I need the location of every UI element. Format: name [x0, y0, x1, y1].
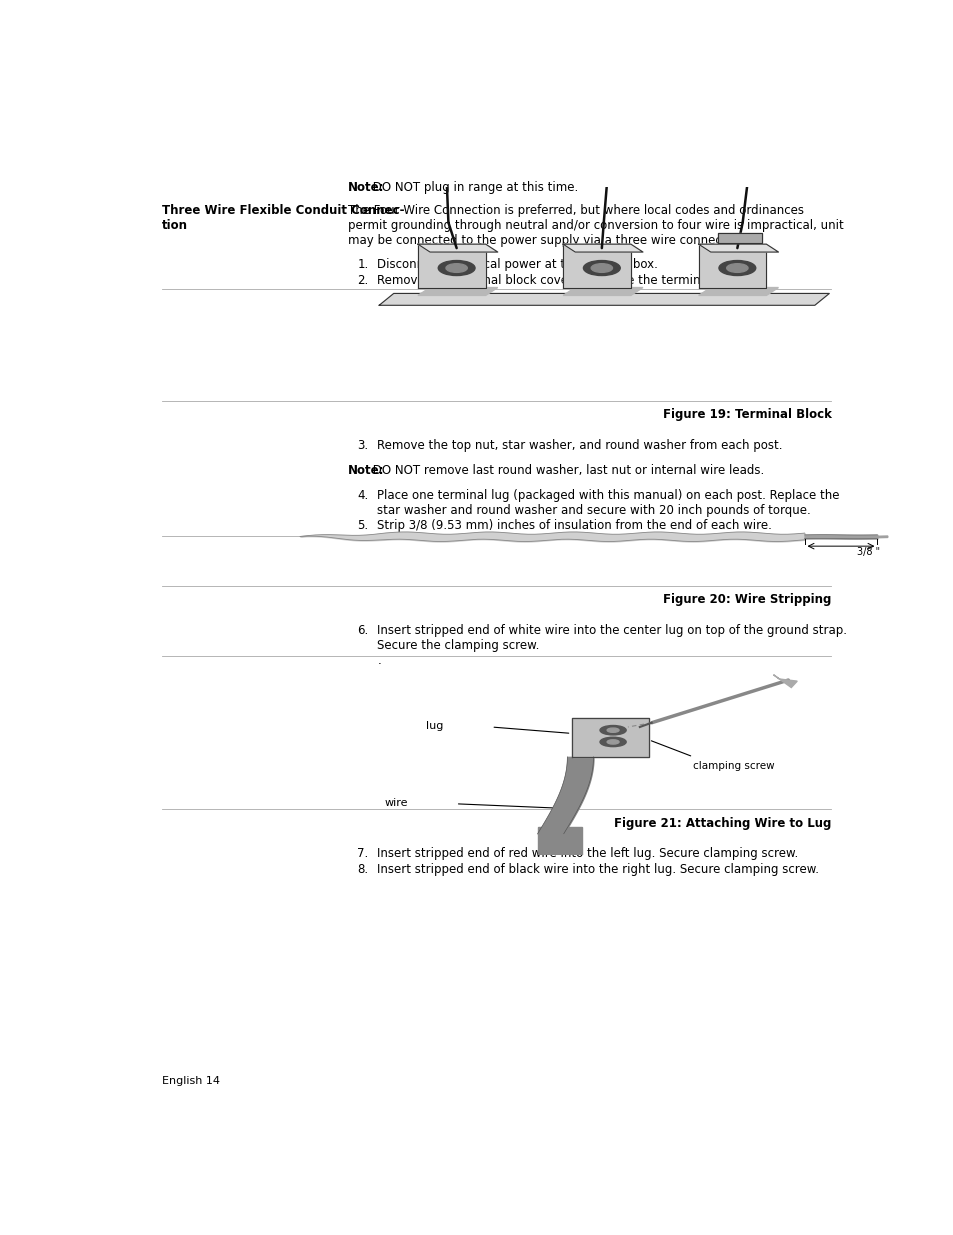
- Polygon shape: [537, 827, 581, 855]
- Polygon shape: [417, 245, 485, 288]
- Polygon shape: [562, 245, 642, 252]
- Polygon shape: [417, 245, 497, 252]
- Text: Three Wire Flexible Conduit Connec-: Three Wire Flexible Conduit Connec-: [162, 204, 404, 216]
- Circle shape: [445, 264, 467, 273]
- Circle shape: [583, 261, 619, 275]
- Polygon shape: [571, 719, 648, 757]
- Text: clamping screw: clamping screw: [693, 761, 774, 771]
- Text: Strip 3/8 (9.53 mm) inches of insulation from the end of each wire.: Strip 3/8 (9.53 mm) inches of insulation…: [377, 520, 771, 532]
- Circle shape: [599, 725, 625, 735]
- Text: 6.: 6.: [356, 624, 368, 637]
- Text: Disconnect electrical power at the breaker box.: Disconnect electrical power at the break…: [377, 258, 658, 272]
- Polygon shape: [417, 288, 497, 295]
- Text: 5.: 5.: [356, 520, 368, 532]
- Circle shape: [591, 264, 612, 273]
- Text: 4.: 4.: [356, 489, 368, 501]
- Text: wire: wire: [384, 798, 408, 808]
- Text: Insert stripped end of black wire into the right lug. Secure clamping screw.: Insert stripped end of black wire into t…: [377, 863, 819, 876]
- Text: 1.: 1.: [356, 258, 368, 272]
- Text: Place one terminal lug (packaged with this manual) on each post. Replace the: Place one terminal lug (packaged with th…: [377, 489, 839, 501]
- Circle shape: [726, 264, 747, 273]
- Text: Figure 20: Wire Stripping: Figure 20: Wire Stripping: [662, 593, 831, 606]
- Circle shape: [606, 740, 618, 743]
- Text: permit grounding through neutral and/or conversion to four wire is impractical, : permit grounding through neutral and/or …: [348, 219, 842, 232]
- Text: Note:: Note:: [348, 464, 384, 477]
- Text: Insert stripped end of white wire into the center lug on top of the ground strap: Insert stripped end of white wire into t…: [377, 624, 846, 637]
- Polygon shape: [698, 245, 778, 252]
- Circle shape: [437, 261, 475, 275]
- Text: Remove the top nut, star washer, and round washer from each post.: Remove the top nut, star washer, and rou…: [377, 440, 782, 452]
- Text: Figure 19: Terminal Block: Figure 19: Terminal Block: [662, 409, 831, 421]
- Text: The Four Wire Connection is preferred, but where local codes and ordinances: The Four Wire Connection is preferred, b…: [348, 204, 803, 216]
- Text: Secure the clamping screw.: Secure the clamping screw.: [377, 640, 539, 652]
- Text: English 14: English 14: [162, 1076, 219, 1086]
- Circle shape: [606, 729, 618, 732]
- Polygon shape: [378, 294, 828, 305]
- Text: DO NOT remove last round washer, last nut or internal wire leads.: DO NOT remove last round washer, last nu…: [369, 464, 763, 477]
- Text: 3/8 ": 3/8 ": [856, 547, 879, 557]
- Polygon shape: [698, 245, 765, 288]
- Circle shape: [599, 737, 625, 747]
- Text: lug: lug: [426, 721, 443, 731]
- Polygon shape: [562, 245, 630, 288]
- Polygon shape: [698, 288, 778, 295]
- Text: Insert stripped end of red wire into the left lug. Secure clamping screw.: Insert stripped end of red wire into the…: [377, 847, 798, 861]
- Polygon shape: [877, 536, 887, 537]
- Text: 7.: 7.: [356, 847, 368, 861]
- Text: may be connected to the power supply via a three wire connection.: may be connected to the power supply via…: [348, 235, 747, 247]
- Text: 2.: 2.: [356, 274, 368, 287]
- Text: 8.: 8.: [356, 863, 368, 876]
- Polygon shape: [773, 674, 797, 688]
- Text: Note:: Note:: [348, 180, 384, 194]
- Text: tion: tion: [162, 219, 188, 232]
- Text: DO NOT plug in range at this time.: DO NOT plug in range at this time.: [369, 180, 578, 194]
- Text: .: .: [377, 655, 380, 667]
- Circle shape: [719, 261, 755, 275]
- Text: 3.: 3.: [356, 440, 368, 452]
- Text: star washer and round washer and secure with 20 inch pounds of torque.: star washer and round washer and secure …: [377, 504, 810, 517]
- Polygon shape: [562, 288, 642, 295]
- Text: Remove the terminal block cover to expose the terminal block.: Remove the terminal block cover to expos…: [377, 274, 749, 287]
- Polygon shape: [718, 233, 760, 243]
- Text: Figure 21: Attaching Wire to Lug: Figure 21: Attaching Wire to Lug: [614, 816, 831, 830]
